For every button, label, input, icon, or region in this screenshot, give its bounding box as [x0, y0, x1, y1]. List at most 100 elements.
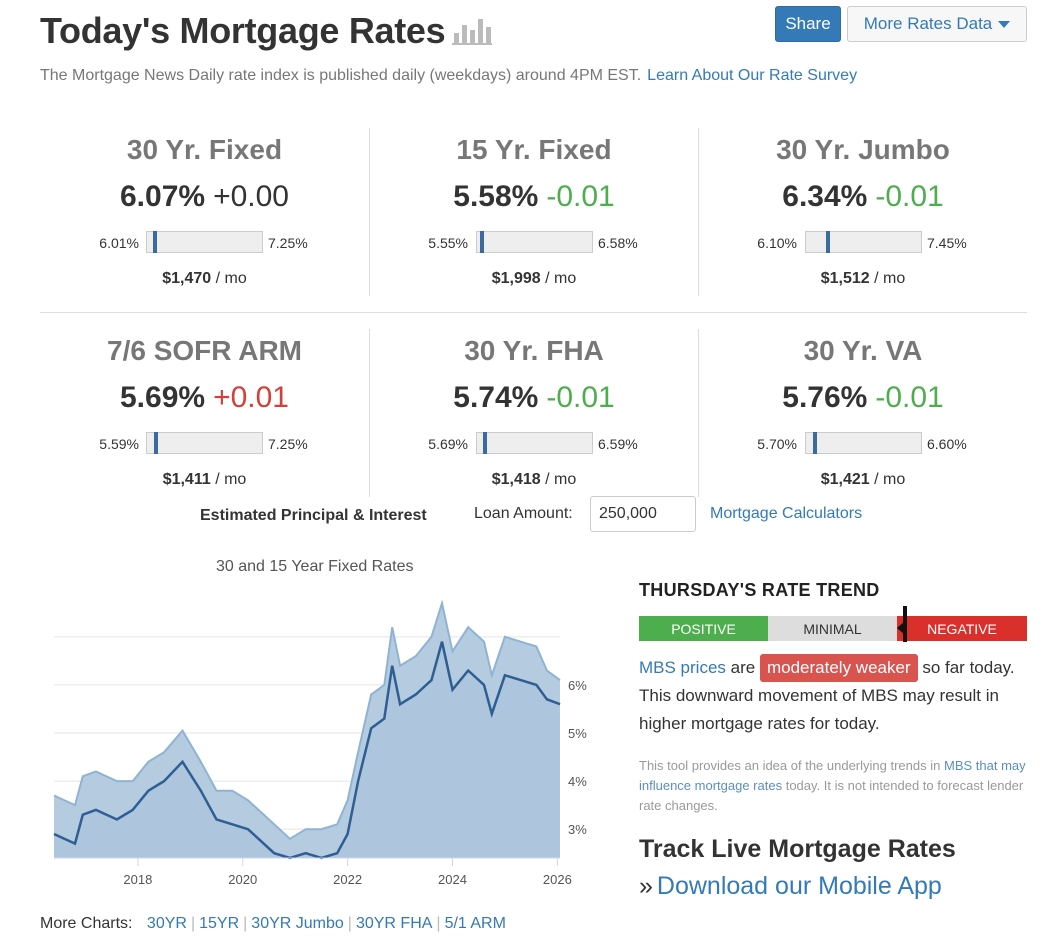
rate-trend-title: THURSDAY'S RATE TREND	[639, 580, 880, 600]
link-separator: |	[190, 915, 196, 932]
range-marker	[826, 231, 831, 253]
range-low: 6.01%	[99, 235, 139, 251]
payment-amount: $1,998	[491, 270, 541, 287]
rate-value: 5.69%	[120, 381, 206, 414]
more-chart-link[interactable]: 30YR	[146, 915, 187, 932]
monthly-payment: $1,512 / mo	[699, 270, 1027, 288]
payment-amount: $1,411	[162, 471, 211, 488]
track-live-rates-title: Track Live Mortgage Rates	[639, 835, 956, 863]
range-marker	[480, 231, 485, 253]
rates-chart[interactable]: 3% 4% 5% 6% 2018 2020 2022 2024 2026	[40, 588, 600, 888]
rate-value: 5.74%	[453, 381, 539, 414]
monthly-payment: $1,421 / mo	[699, 471, 1027, 489]
rate-main: 5.74% -0.01	[370, 381, 698, 415]
range-high: 7.25%	[268, 235, 308, 251]
more-chart-link[interactable]: 5/1 ARM	[444, 915, 506, 932]
rate-name[interactable]: 30 Yr. VA	[803, 335, 923, 366]
more-chart-link[interactable]: 30YR FHA	[355, 915, 433, 932]
range-high: 7.25%	[268, 436, 308, 452]
share-button[interactable]: Share	[775, 6, 841, 42]
rate-card[interactable]: 30 Yr. FHA 5.74% -0.01 5.69% 6.59% $1,418 / m…	[369, 329, 698, 497]
rate-name[interactable]: 30 Yr. Fixed	[126, 134, 283, 165]
rate-card[interactable]: 30 Yr. Jumbo 6.34% -0.01 6.10% 7.45% $1,512 /…	[698, 128, 1027, 296]
caret-down-icon	[998, 20, 1011, 28]
estimated-pi-label: Estimated Principal & Interest	[200, 507, 427, 524]
rate-change: -0.01	[875, 180, 944, 213]
range-marker	[153, 432, 158, 454]
range-high: 6.59%	[598, 436, 638, 452]
range-bar	[476, 231, 593, 253]
rate-name[interactable]: 7/6 SOFR ARM	[107, 335, 302, 366]
more-chart-link[interactable]: 30YR Jumbo	[251, 915, 344, 932]
range-low: 5.70%	[757, 436, 797, 452]
rate-name[interactable]: 30 Yr. Jumbo	[776, 134, 950, 165]
series-area	[54, 641, 560, 858]
rate-card[interactable]: 30 Yr. VA 5.76% -0.01 5.70% 6.60% $1,421 / mo	[698, 329, 1027, 497]
series-line	[53, 641, 561, 860]
trend-disclaimer: This tool provides an idea of the underl…	[639, 756, 1029, 816]
rate-change: +0.01	[213, 381, 289, 414]
more-charts-label: More Charts:	[40, 915, 133, 932]
rate-main: 6.34% -0.01	[699, 180, 1027, 214]
x-tick-label: 2020	[228, 872, 257, 887]
more-charts-nav: More Charts: 30YR | 15YR | 30YR Jumbo | 30YR F…	[40, 915, 506, 933]
trend-note-after: today. It is not intended to forecast le…	[639, 778, 1024, 813]
trend-are: are	[730, 658, 756, 677]
monthly-payment: $1,418 / mo	[370, 471, 698, 489]
payment-per: / mo	[869, 270, 906, 287]
rate-trend-gauge: POSITIVE MINIMAL NEGATIVE	[639, 606, 1027, 642]
rates-row-1: 30 Yr. Fixed 6.07% +0.00 6.01% 7.25% $1,470 /…	[40, 128, 1027, 296]
payment-amount: $1,418	[491, 471, 541, 488]
rate-survey-link[interactable]: Learn About Our Rate Survey	[647, 67, 858, 84]
payment-amount: $1,421	[820, 471, 870, 488]
rate-name[interactable]: 15 Yr. Fixed	[456, 134, 612, 165]
range-marker	[152, 231, 157, 253]
x-tick-label: 2024	[438, 872, 467, 887]
monthly-payment: $1,998 / mo	[370, 270, 698, 288]
y-tick-label: 5%	[568, 726, 587, 741]
mbs-prices-link[interactable]: MBS prices	[639, 658, 726, 677]
loan-amount-label: Loan Amount:	[474, 505, 573, 522]
loan-amount-input[interactable]	[590, 496, 696, 532]
raquo-icon: »	[639, 872, 653, 900]
rate-main: 5.76% -0.01	[699, 381, 1027, 415]
range-low: 6.10%	[757, 235, 797, 251]
range-bar	[476, 432, 593, 454]
mortgage-calculators-link[interactable]: Mortgage Calculators	[710, 505, 863, 522]
rate-value: 6.07%	[120, 180, 206, 213]
range-marker	[812, 432, 817, 454]
trend-arrow-icon	[897, 621, 905, 635]
more-rates-data-button[interactable]: More Rates Data	[847, 6, 1027, 42]
rate-name[interactable]: 30 Yr. FHA	[464, 335, 604, 366]
rate-card[interactable]: 30 Yr. Fixed 6.07% +0.00 6.01% 7.25% $1,470 /…	[40, 128, 369, 296]
y-tick-label: 4%	[568, 774, 587, 789]
rates-grid: 30 Yr. Fixed 6.07% +0.00 6.01% 7.25% $1,470 /…	[40, 128, 1027, 497]
more-chart-link[interactable]: 15YR	[199, 915, 240, 932]
mbs-influence-link[interactable]: MBS that may influence mortgage rates	[639, 758, 1026, 793]
range-bar	[146, 231, 263, 253]
range-bar	[805, 231, 922, 253]
range-low: 5.55%	[428, 235, 468, 251]
rate-value: 6.34%	[782, 180, 868, 213]
payment-amount: $1,512	[820, 270, 870, 287]
download-app-link[interactable]: Download our Mobile App	[656, 872, 942, 900]
rate-range: 6.01% 7.25%	[40, 231, 369, 253]
payment-per: / mo	[211, 270, 247, 287]
range-low: 5.69%	[428, 436, 468, 452]
x-tick-label: 2026	[543, 872, 572, 887]
trend-status-badge: moderately weaker	[759, 654, 918, 682]
monthly-payment: $1,470 / mo	[40, 270, 369, 288]
rate-card[interactable]: 7/6 SOFR ARM 5.69% +0.01 5.59% 7.25% $1,411 /…	[40, 329, 369, 497]
range-high: 6.60%	[927, 436, 967, 452]
page-subtitle: The Mortgage News Daily rate index is pu…	[40, 67, 857, 85]
bar-chart-icon[interactable]	[450, 15, 494, 47]
rate-change: -0.01	[546, 180, 615, 213]
range-high: 6.58%	[598, 235, 638, 251]
chart-title: 30 and 15 Year Fixed Rates	[216, 558, 414, 575]
rate-value: 5.76%	[782, 381, 868, 414]
monthly-payment: $1,411 / mo	[40, 471, 369, 489]
rate-card[interactable]: 15 Yr. Fixed 5.58% -0.01 5.55% 6.58% $1,998 /…	[369, 128, 698, 296]
rate-range: 5.55% 6.58%	[370, 231, 698, 253]
subtitle-text: The Mortgage News Daily rate index is pu…	[40, 67, 642, 84]
rate-range: 5.59% 7.25%	[40, 432, 369, 454]
